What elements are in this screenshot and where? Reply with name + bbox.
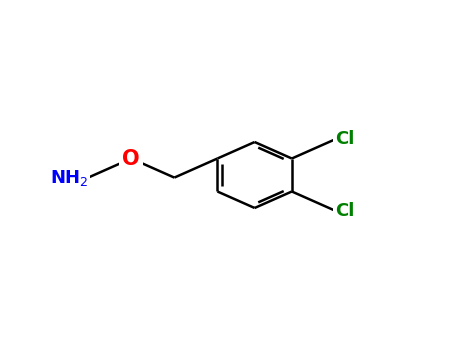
Text: O: O xyxy=(122,148,140,168)
Text: Cl: Cl xyxy=(335,131,354,148)
Text: NH$_2$: NH$_2$ xyxy=(50,168,88,188)
Text: Cl: Cl xyxy=(335,202,354,219)
